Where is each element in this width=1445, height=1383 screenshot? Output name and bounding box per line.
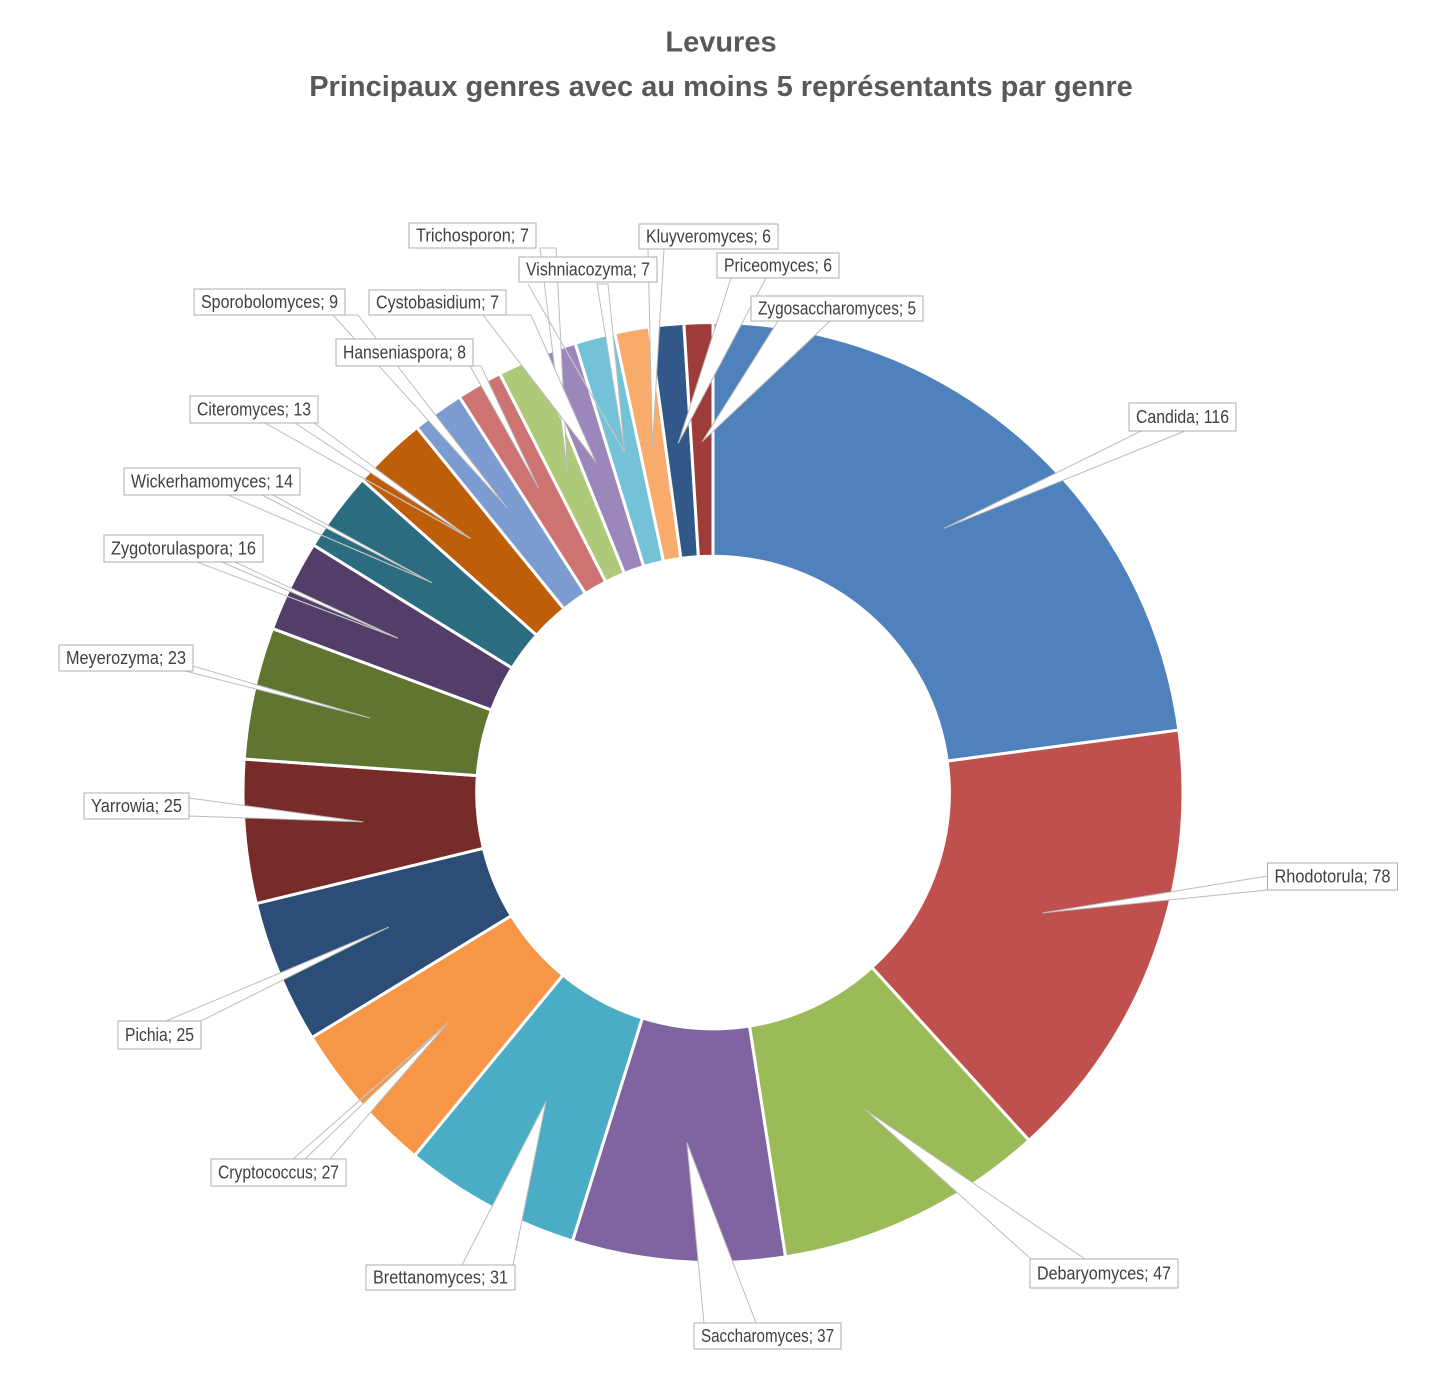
svg-text:Pichia; 25: Pichia; 25 (125, 1025, 194, 1045)
svg-text:Debaryomyces; 47: Debaryomyces; 47 (1037, 1264, 1171, 1284)
svg-text:Sporobolomyces; 9: Sporobolomyces; 9 (201, 292, 338, 312)
svg-text:Wickerhamomyces; 14: Wickerhamomyces; 14 (131, 472, 293, 492)
svg-text:Citeromyces; 13: Citeromyces; 13 (197, 400, 311, 420)
svg-text:Meyerozyma; 23: Meyerozyma; 23 (66, 648, 186, 668)
svg-text:Vishniacozyma; 7: Vishniacozyma; 7 (526, 260, 650, 280)
svg-text:Brettanomyces; 31: Brettanomyces; 31 (373, 1268, 508, 1288)
svg-text:Hanseniaspora; 8: Hanseniaspora; 8 (343, 343, 466, 363)
svg-text:Saccharomyces; 37: Saccharomyces; 37 (701, 1326, 834, 1346)
svg-text:Rhodotorula; 78: Rhodotorula; 78 (1275, 867, 1391, 887)
svg-text:Priceomyces; 6: Priceomyces; 6 (724, 256, 832, 276)
svg-text:Trichosporon; 7: Trichosporon; 7 (416, 226, 529, 246)
svg-text:Zygosaccharomyces; 5: Zygosaccharomyces; 5 (758, 299, 916, 319)
svg-text:Kluyveromyces; 6: Kluyveromyces; 6 (646, 227, 771, 247)
svg-text:Cryptococcus; 27: Cryptococcus; 27 (218, 1163, 339, 1183)
svg-text:Principaux genres avec au moin: Principaux genres avec au moins 5 représ… (309, 71, 1133, 103)
svg-text:Levures: Levures (665, 27, 776, 59)
svg-text:Candida; 116: Candida; 116 (1136, 407, 1229, 427)
svg-text:Zygotorulaspora; 16: Zygotorulaspora; 16 (111, 539, 256, 559)
svg-text:Yarrowia; 25: Yarrowia; 25 (91, 796, 182, 816)
svg-text:Cystobasidium; 7: Cystobasidium; 7 (376, 293, 499, 313)
